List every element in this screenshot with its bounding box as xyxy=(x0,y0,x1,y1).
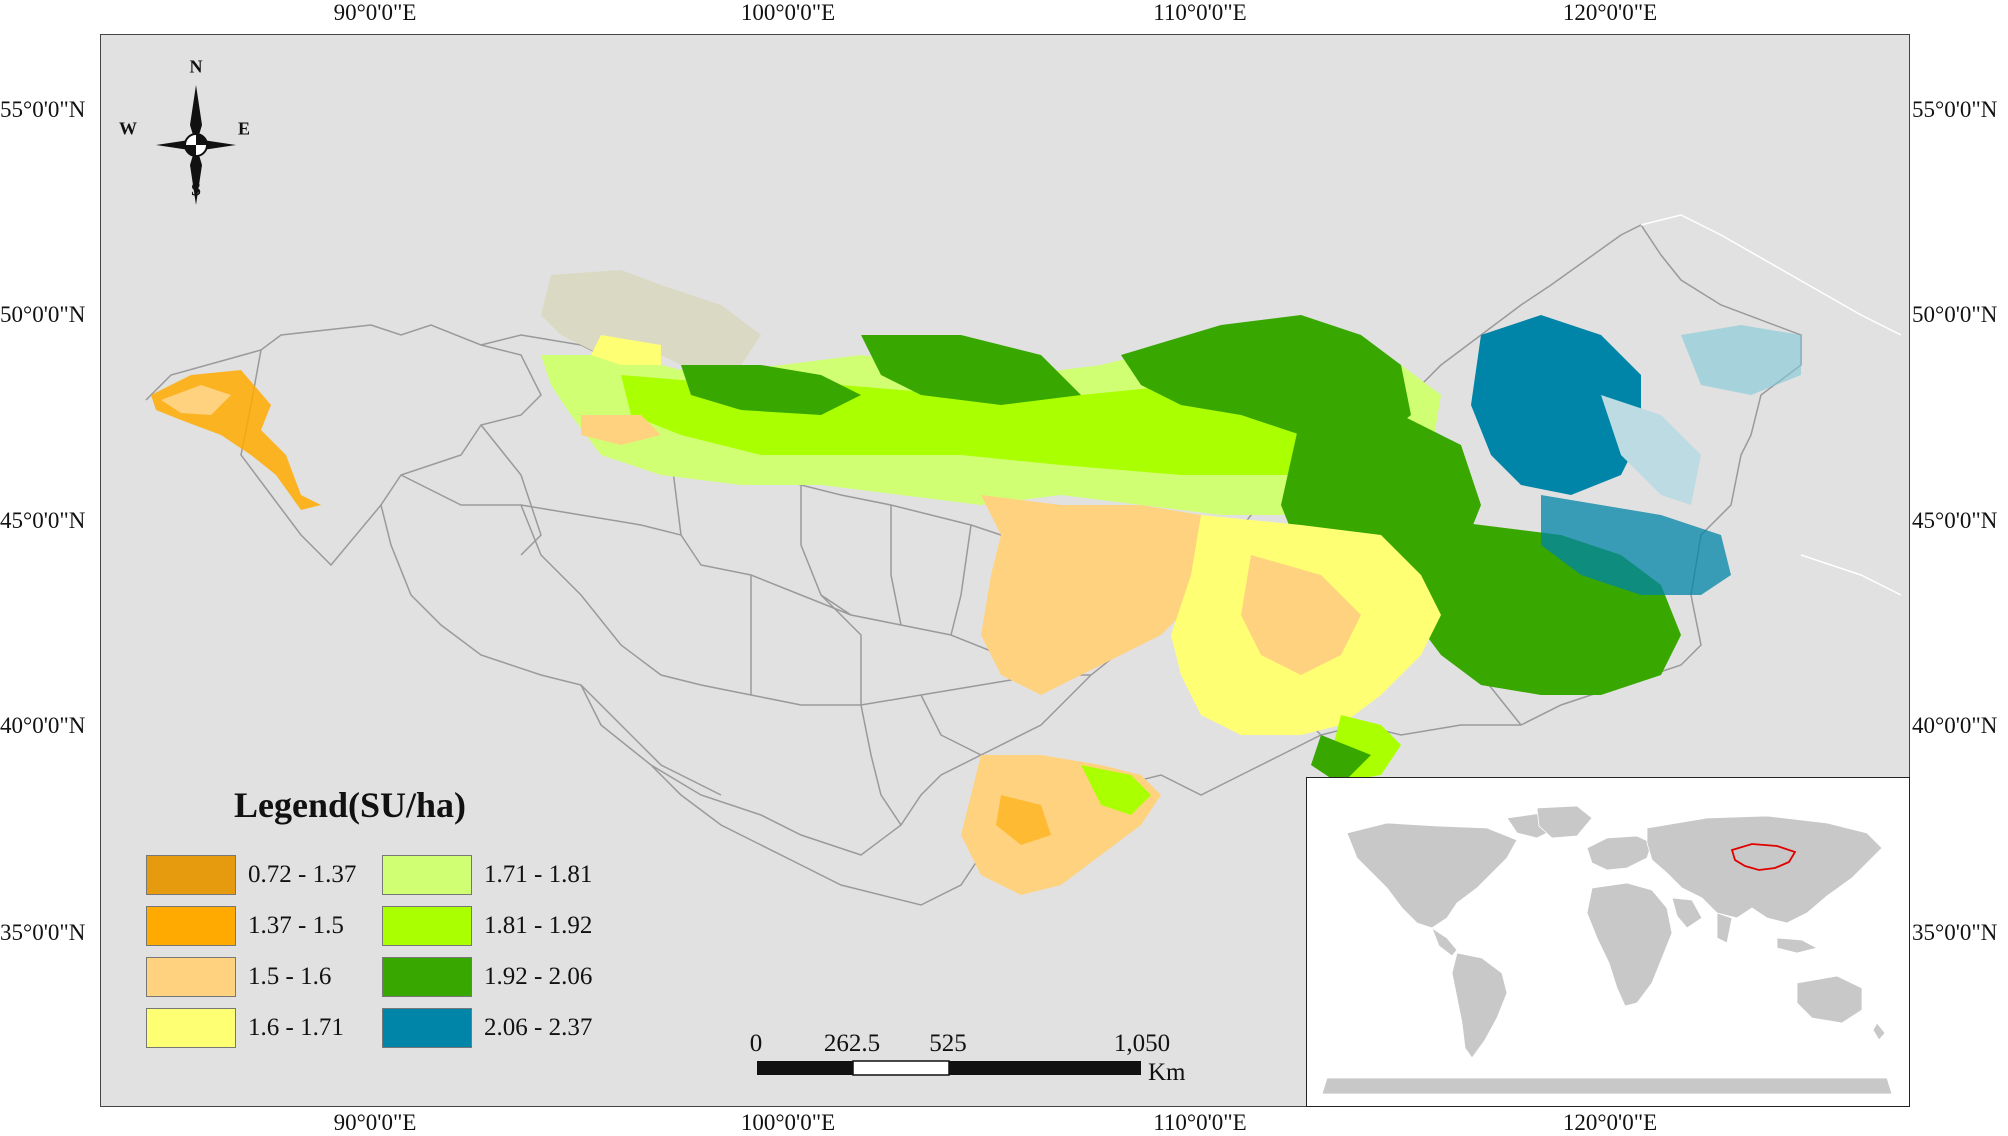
left-lat-label: 45°0'0"N xyxy=(0,508,86,533)
bottom-lon-label: 90°0'0"E xyxy=(333,1110,417,1135)
bottom-lon-label: 110°0'0"E xyxy=(1153,1110,1247,1135)
left-lat-label: 40°0'0"N xyxy=(0,713,86,738)
study-area-highlight xyxy=(1730,843,1797,871)
legend-title: Legend(SU/ha) xyxy=(234,785,467,825)
scale-unit: Km xyxy=(1148,1059,1186,1086)
legend-swatch xyxy=(146,906,236,946)
main-map xyxy=(145,214,1902,906)
top-lon-label: 120°0'0"E xyxy=(1562,0,1658,25)
legend-label: 2.06 - 2.37 xyxy=(484,1014,593,1041)
legend-swatch xyxy=(382,1008,472,1048)
left-lat-label: 50°0'0"N xyxy=(0,302,86,327)
left-lat-label: 55°0'0"N xyxy=(0,97,86,122)
bottom-lon-label: 100°0'0"E xyxy=(740,1110,836,1135)
bottom-lon-label: 120°0'0"E xyxy=(1562,1110,1658,1135)
right-lat-label: 50°0'0"N xyxy=(1912,302,1998,327)
right-lat-label: 40°0'0"N xyxy=(1912,713,1998,738)
scale-label: 1,050 xyxy=(1113,1030,1171,1057)
legend-label: 1.71 - 1.81 xyxy=(484,861,593,888)
carrying-capacity-regions xyxy=(151,270,1801,895)
legend-label: 0.72 - 1.37 xyxy=(248,861,357,888)
scale-label: 0 xyxy=(749,1030,763,1057)
scale-label: 525 xyxy=(929,1030,967,1057)
top-lon-label: 90°0'0"E xyxy=(333,0,417,25)
legend-label: 1.92 - 2.06 xyxy=(484,963,593,990)
right-lat-label: 55°0'0"N xyxy=(1912,97,1998,122)
world-map xyxy=(1321,805,1893,1095)
right-lat-label: 45°0'0"N xyxy=(1912,508,1998,533)
legend-label: 1.6 - 1.71 xyxy=(248,1014,344,1041)
compass-rose xyxy=(156,85,236,205)
compass-east-label: E xyxy=(237,118,251,139)
compass-south-label: S xyxy=(190,179,202,200)
country-borders xyxy=(1640,214,1902,596)
legend-swatch xyxy=(382,906,472,946)
left-lat-label: 35°0'0"N xyxy=(0,920,86,945)
scale-label: 262.5 xyxy=(823,1030,881,1057)
inset-world-map xyxy=(1306,777,1910,1107)
compass-north-label: N xyxy=(189,56,203,77)
top-lon-label: 100°0'0"E xyxy=(740,0,836,25)
legend-swatch xyxy=(382,957,472,997)
legend-label: 1.37 - 1.5 xyxy=(248,912,344,939)
legend-swatch xyxy=(146,855,236,895)
legend-swatch xyxy=(146,1008,236,1048)
legend-label: 1.5 - 1.6 xyxy=(248,963,332,990)
legend-swatch xyxy=(146,957,236,997)
top-lon-label: 110°0'0"E xyxy=(1153,0,1247,25)
scale-bar xyxy=(757,1060,1141,1076)
legend-swatch xyxy=(382,855,472,895)
compass-west-label: W xyxy=(119,118,137,139)
legend-label: 1.81 - 1.92 xyxy=(484,912,593,939)
right-lat-label: 35°0'0"N xyxy=(1912,920,1998,945)
